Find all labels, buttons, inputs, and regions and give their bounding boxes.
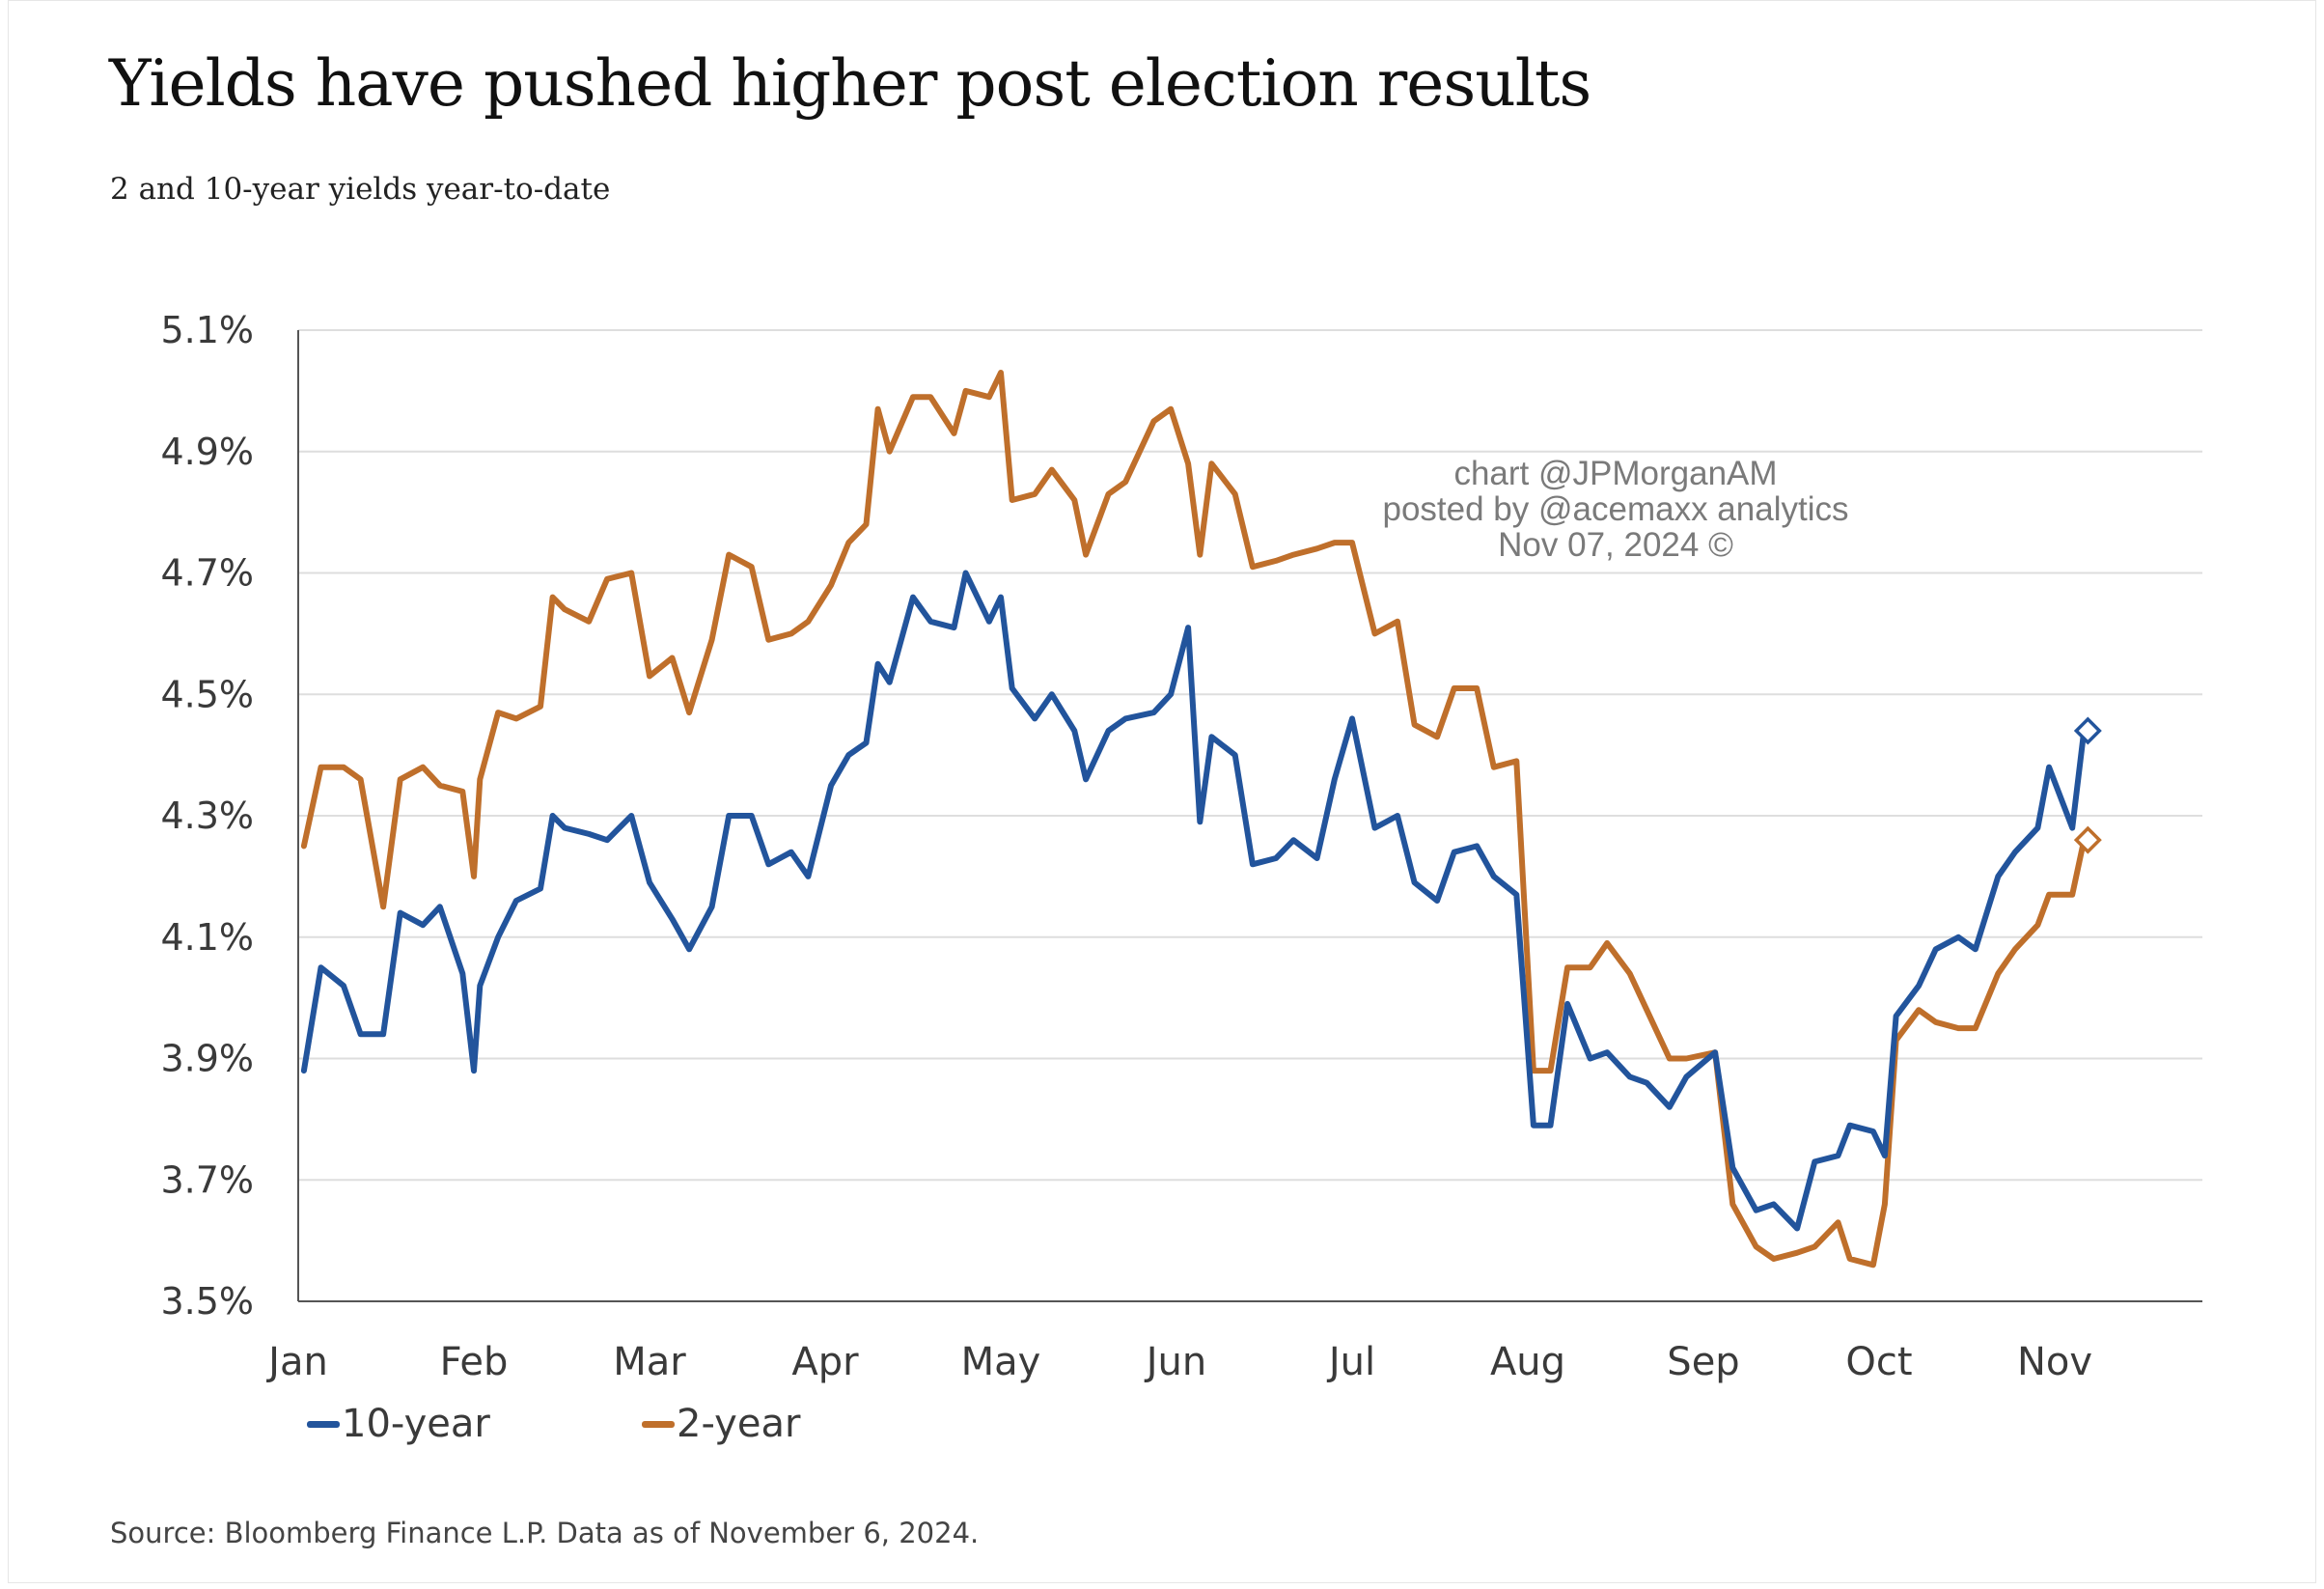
page-title: Yields have pushed higher post election … (109, 46, 1591, 121)
legend-swatch-10-year (307, 1420, 340, 1428)
watermark: chart @JPMorganAM posted by @acemaxx ana… (1326, 456, 1905, 563)
end-marker-10-year (2073, 716, 2102, 745)
watermark-line-2: posted by @acemaxx analytics (1382, 490, 1849, 528)
watermark-line-1: chart @JPMorganAM (1453, 455, 1778, 492)
x-tick-label: Feb (440, 1340, 509, 1384)
x-tick-label: Mar (613, 1340, 686, 1384)
x-tick-label: Aug (1490, 1340, 1565, 1384)
x-tick-label: Jul (1326, 1340, 1375, 1384)
x-tick-label: Sep (1667, 1340, 1739, 1384)
legend-label-2-year: 2-year (677, 1402, 801, 1446)
x-tick-label: Jan (265, 1340, 328, 1384)
x-tick-label: Oct (1845, 1340, 1912, 1384)
legend-item-10-year: 10-year (307, 1402, 490, 1446)
y-tick-label: 4.1% (160, 916, 254, 959)
source-note: Source: Bloomberg Finance L.P. Data as o… (110, 1517, 980, 1549)
series-line-2-year (300, 370, 2088, 1268)
x-tick-label: May (961, 1340, 1041, 1384)
y-tick-label: 4.7% (160, 552, 254, 595)
series-line-10-year (300, 570, 2088, 1232)
x-tick-label: Jun (1144, 1340, 1207, 1384)
x-tick-labels: Jan Feb Mar Apr May Jun Jul Aug Sep Oct Nov (265, 1340, 2092, 1384)
y-tick-label: 3.9% (160, 1038, 254, 1080)
y-tick-label: 3.5% (160, 1280, 254, 1323)
y-tick-label: 5.1% (160, 309, 254, 351)
end-marker-2-year (2073, 825, 2102, 854)
x-tick-label: Nov (2017, 1340, 2092, 1384)
y-tick-label: 3.7% (160, 1158, 254, 1201)
series-lines (300, 370, 2088, 1268)
chart-frame (8, 0, 2316, 1583)
page-subtitle: 2 and 10-year yields year-to-date (110, 172, 611, 207)
y-tick-label: 4.3% (160, 794, 254, 837)
axes (297, 330, 2202, 1302)
y-tick-label: 4.9% (160, 431, 254, 473)
legend-swatch-2-year (642, 1420, 675, 1428)
x-tick-label: Apr (791, 1340, 859, 1384)
y-tick-labels: 5.1% 4.9% 4.7% 4.5% 4.3% 4.1% 3.9% 3.7% 3.5% (160, 309, 254, 1323)
end-markers (2073, 716, 2102, 854)
watermark-line-3: Nov 07, 2024 © (1498, 526, 1733, 564)
gridlines (298, 329, 2202, 1182)
legend-label-10-year: 10-year (342, 1402, 490, 1446)
y-tick-label: 4.5% (160, 673, 254, 715)
legend-item-2-year: 2-year (642, 1402, 800, 1446)
